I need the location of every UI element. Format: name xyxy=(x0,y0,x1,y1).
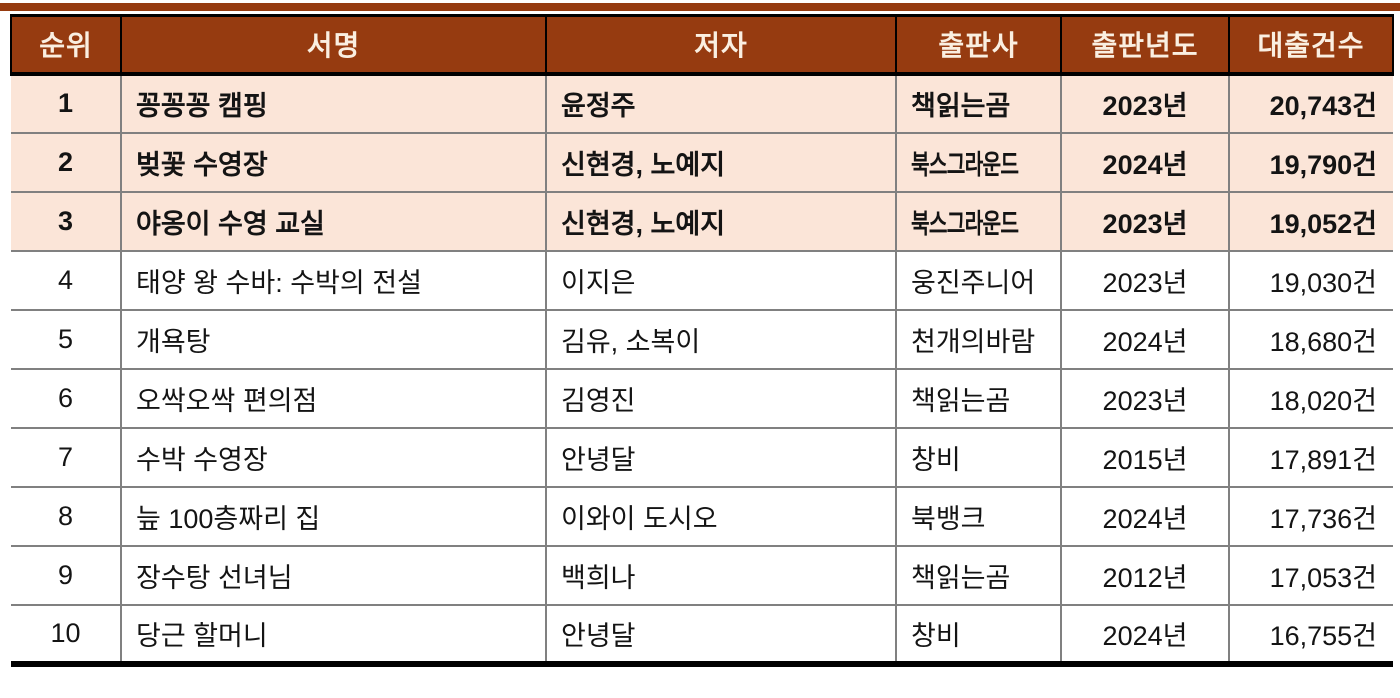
cell-year: 2012년 xyxy=(1060,544,1230,606)
cell-loans: 19,030건 xyxy=(1228,249,1393,311)
cell-title: 야옹이 수영 교실 xyxy=(120,190,547,252)
cell-title: 늪 100층짜리 집 xyxy=(120,485,547,547)
cell-publisher: 책읽는곰 xyxy=(895,72,1062,134)
publisher-condensed-text: 북스그라운드 xyxy=(911,208,1019,239)
cell-loans: 20,743건 xyxy=(1228,72,1393,134)
cell-year: 2023년 xyxy=(1060,367,1230,429)
cell-title: 태양 왕 수바: 수박의 전설 xyxy=(120,249,547,311)
cell-publisher: 창비 xyxy=(895,603,1062,667)
cell-publisher: 북뱅크 xyxy=(895,485,1062,547)
cell-title: 개욕탕 xyxy=(120,308,547,370)
table-row: 4 태양 왕 수바: 수박의 전설 이지은 웅진주니어 2023년 19,030건 xyxy=(11,249,1393,311)
cell-author: 안녕달 xyxy=(545,603,897,667)
table-row: 1 꽁꽁꽁 캠핑 윤정주 책읽는곰 2023년 20,743건 xyxy=(11,72,1393,134)
top-divider-rule xyxy=(0,3,1400,11)
cell-title: 꽁꽁꽁 캠핑 xyxy=(120,72,547,134)
cell-rank: 3 xyxy=(11,190,122,252)
cell-publisher: 북스그라운드 xyxy=(895,131,1062,193)
cell-author: 안녕달 xyxy=(545,426,897,488)
cell-author: 신현경, 노예지 xyxy=(545,190,897,252)
cell-year: 2023년 xyxy=(1060,72,1230,134)
cell-publisher: 북스그라운드 xyxy=(895,190,1062,252)
cell-title: 오싹오싹 편의점 xyxy=(120,367,547,429)
cell-rank: 2 xyxy=(11,131,122,193)
cell-loans: 17,053건 xyxy=(1228,544,1393,606)
cell-publisher: 천개의바람 xyxy=(895,308,1062,370)
cell-loans: 18,020건 xyxy=(1228,367,1393,429)
cell-author: 이지은 xyxy=(545,249,897,311)
column-header-year: 출판년도 xyxy=(1060,14,1230,76)
cell-author: 이와이 도시오 xyxy=(545,485,897,547)
cell-title: 장수탕 선녀님 xyxy=(120,544,547,606)
cell-loans: 19,052건 xyxy=(1228,190,1393,252)
cell-year: 2023년 xyxy=(1060,249,1230,311)
cell-author: 윤정주 xyxy=(545,72,897,134)
cell-rank: 10 xyxy=(11,603,122,667)
table-row: 6 오싹오싹 편의점 김영진 책읽는곰 2023년 18,020건 xyxy=(11,367,1393,429)
column-header-publisher: 출판사 xyxy=(895,14,1062,76)
cell-year: 2023년 xyxy=(1060,190,1230,252)
cell-title: 당근 할머니 xyxy=(120,603,547,667)
cell-year: 2015년 xyxy=(1060,426,1230,488)
cell-loans: 17,891건 xyxy=(1228,426,1393,488)
column-header-title: 서명 xyxy=(120,14,547,76)
cell-loans: 18,680건 xyxy=(1228,308,1393,370)
table-row: 7 수박 수영장 안녕달 창비 2015년 17,891건 xyxy=(11,426,1393,488)
table-row: 5 개욕탕 김유, 소복이 천개의바람 2024년 18,680건 xyxy=(11,308,1393,370)
cell-publisher: 창비 xyxy=(895,426,1062,488)
cell-loans: 16,755건 xyxy=(1228,603,1393,667)
cell-title: 수박 수영장 xyxy=(120,426,547,488)
cell-loans: 17,736건 xyxy=(1228,485,1393,547)
cell-rank: 6 xyxy=(11,367,122,429)
cell-year: 2024년 xyxy=(1060,603,1230,667)
table-row: 9 장수탕 선녀님 백희나 책읽는곰 2012년 17,053건 xyxy=(11,544,1393,606)
cell-rank: 9 xyxy=(11,544,122,606)
cell-author: 백희나 xyxy=(545,544,897,606)
cell-rank: 4 xyxy=(11,249,122,311)
cell-author: 김영진 xyxy=(545,367,897,429)
cell-title: 벚꽃 수영장 xyxy=(120,131,547,193)
cell-publisher: 책읽는곰 xyxy=(895,544,1062,606)
cell-rank: 1 xyxy=(11,72,122,134)
cell-author: 신현경, 노예지 xyxy=(545,131,897,193)
cell-rank: 7 xyxy=(11,426,122,488)
cell-year: 2024년 xyxy=(1060,485,1230,547)
cell-year: 2024년 xyxy=(1060,308,1230,370)
cell-publisher: 웅진주니어 xyxy=(895,249,1062,311)
table-row: 3 야옹이 수영 교실 신현경, 노예지 북스그라운드 2023년 19,052건 xyxy=(11,190,1393,252)
column-header-rank: 순위 xyxy=(10,14,122,76)
cell-rank: 8 xyxy=(11,485,122,547)
table-row: 2 벚꽃 수영장 신현경, 노예지 북스그라운드 2024년 19,790건 xyxy=(11,131,1393,193)
cell-publisher: 책읽는곰 xyxy=(895,367,1062,429)
header-row: 순위 서명 저자 출판사 출판년도 대출건수 xyxy=(10,14,1394,76)
publisher-condensed-text: 북스그라운드 xyxy=(911,149,1019,180)
cell-year: 2024년 xyxy=(1060,131,1230,193)
table-row: 10 당근 할머니 안녕달 창비 2024년 16,755건 xyxy=(11,603,1393,667)
cell-loans: 19,790건 xyxy=(1228,131,1393,193)
book-ranking-table: 순위 서명 저자 출판사 출판년도 대출건수 1 꽁꽁꽁 캠핑 윤정주 책읽는곰 2023년 20,… xyxy=(10,14,1394,667)
cell-author: 김유, 소복이 xyxy=(545,308,897,370)
column-header-loans: 대출건수 xyxy=(1228,14,1394,76)
column-header-author: 저자 xyxy=(545,14,897,76)
cell-rank: 5 xyxy=(11,308,122,370)
